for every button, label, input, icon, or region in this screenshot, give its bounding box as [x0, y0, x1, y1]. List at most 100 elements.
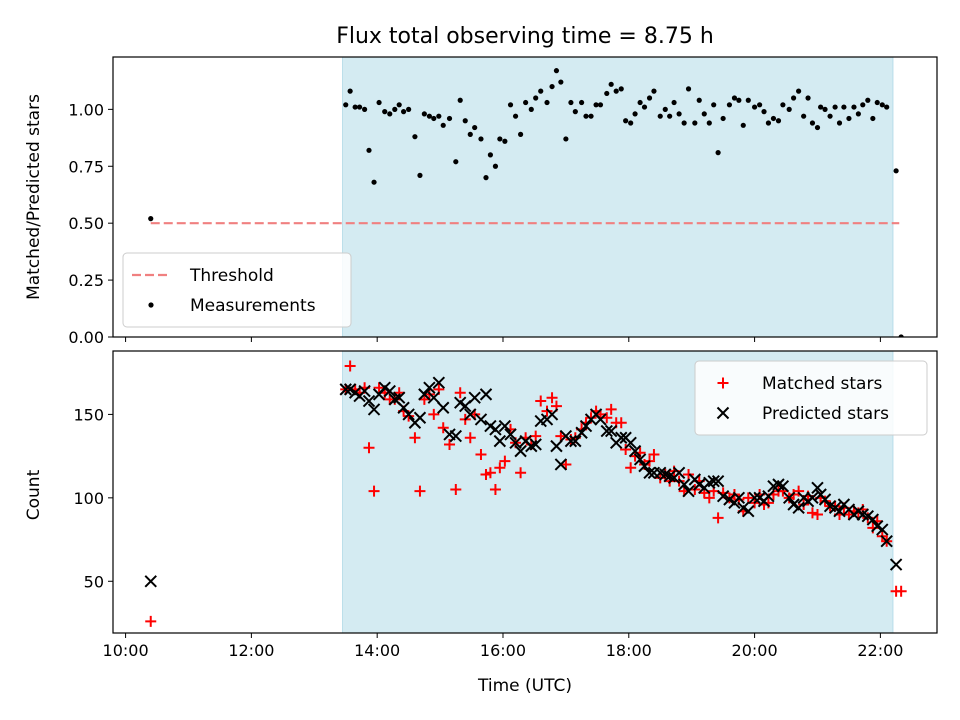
- legend-box: [122, 252, 352, 328]
- data-point: [836, 120, 843, 126]
- data-point: [895, 585, 907, 597]
- data-point: [343, 102, 349, 108]
- y-axis-label-top: Matched/Predicted stars: [24, 94, 44, 300]
- data-point: [421, 111, 427, 117]
- data-point: [748, 491, 761, 505]
- legend-label: Measurements: [190, 296, 316, 316]
- axes-frame: [112, 350, 938, 634]
- data-point: [401, 109, 407, 115]
- data-point: [827, 113, 833, 119]
- data-point: [530, 430, 542, 442]
- data-point: [832, 104, 838, 110]
- data-point: [597, 102, 604, 108]
- data-point: [613, 88, 619, 94]
- data-point: [493, 434, 507, 448]
- data-point: [339, 383, 352, 396]
- legend-box: [694, 360, 928, 436]
- data-point: [383, 384, 396, 398]
- data-point: [880, 535, 893, 548]
- y-tick-label: 100: [73, 489, 104, 508]
- data-point: [545, 408, 559, 421]
- data-point: [535, 395, 547, 407]
- data-point: [786, 106, 792, 112]
- data-point: [462, 118, 468, 124]
- data-point: [806, 491, 819, 505]
- data-point: [736, 97, 742, 103]
- data-point: [657, 113, 663, 119]
- data-point: [884, 104, 890, 110]
- data-point: [553, 68, 560, 74]
- data-point: [818, 493, 832, 506]
- data-point: [615, 417, 627, 429]
- data-point: [672, 466, 686, 480]
- data-point: [502, 138, 508, 144]
- data-point: [417, 172, 423, 178]
- data-point: [371, 179, 377, 185]
- data-point: [790, 95, 797, 101]
- data-point: [541, 405, 553, 417]
- data-point: [412, 134, 418, 140]
- legend: Threshold Measurements: [122, 252, 352, 328]
- data-point: [814, 124, 821, 131]
- x-tick-label: 14:00: [354, 641, 400, 660]
- chart-title: Flux total observing time = 8.75 h: [336, 24, 714, 49]
- data-point: [801, 113, 807, 119]
- data-point: [855, 111, 861, 117]
- data-point: [604, 424, 618, 438]
- data-point: [624, 436, 637, 449]
- data-point: [504, 428, 517, 441]
- data-point: [579, 419, 593, 433]
- data-point: [347, 88, 353, 94]
- data-point: [740, 122, 746, 128]
- data-point: [483, 175, 489, 181]
- data-point: [392, 106, 398, 112]
- data-point: [583, 113, 589, 119]
- data-point: [464, 408, 477, 421]
- data-point: [392, 391, 406, 404]
- legend-swatch: [717, 377, 729, 389]
- data-point: [822, 106, 828, 112]
- x-tick-label: 16:00: [480, 641, 526, 660]
- data-point: [703, 492, 715, 504]
- data-point: [450, 483, 462, 495]
- data-point: [569, 434, 582, 448]
- data-point: [731, 95, 738, 101]
- data-point: [879, 102, 885, 108]
- y-tick-label: 50: [84, 572, 104, 591]
- x-tick-label: 20:00: [732, 641, 778, 660]
- data-point: [667, 113, 673, 119]
- data-point: [467, 131, 473, 137]
- y-tick-label: 150: [73, 405, 104, 424]
- data-point: [775, 118, 782, 124]
- data-point: [492, 163, 499, 169]
- data-point: [437, 401, 450, 414]
- data-point: [745, 97, 751, 103]
- data-point: [889, 558, 903, 571]
- data-point: [604, 90, 610, 97]
- data-point: [676, 111, 682, 117]
- data-point: [711, 102, 717, 108]
- data-point: [373, 382, 385, 394]
- data-point: [600, 424, 613, 438]
- data-point: [608, 81, 614, 87]
- data-point: [683, 468, 695, 480]
- data-point: [406, 106, 412, 112]
- data-point: [893, 168, 899, 174]
- x-tick-label: 12:00: [228, 641, 274, 660]
- data-point: [446, 115, 453, 122]
- data-point: [641, 104, 648, 110]
- data-point: [144, 575, 157, 588]
- data-point: [497, 136, 503, 142]
- data-point: [453, 159, 459, 165]
- axes-frame: [112, 56, 938, 338]
- data-point: [594, 413, 607, 426]
- data-point: [413, 411, 427, 424]
- data-point: [494, 462, 506, 474]
- data-point: [352, 104, 358, 110]
- data-point: [851, 104, 857, 110]
- data-point: [572, 109, 578, 115]
- data-point: [757, 102, 763, 108]
- data-point: [523, 99, 529, 106]
- legend: Matched stars Predicted stars: [694, 360, 928, 436]
